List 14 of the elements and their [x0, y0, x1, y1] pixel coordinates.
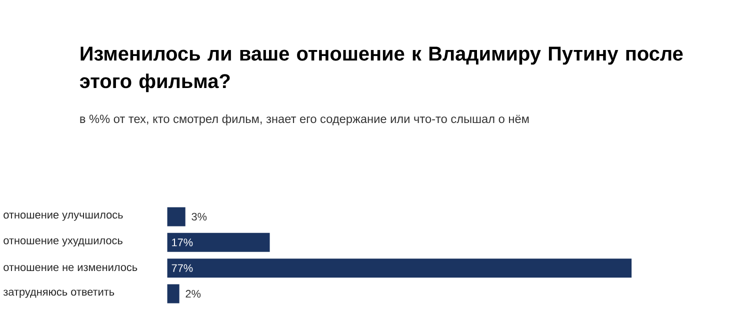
bar [167, 232, 270, 252]
data-label: 3% [192, 212, 207, 221]
chart-title: Изменилось ли ваше отношение к Владимиру Путину после этого фильма? [80, 46, 683, 92]
bar [167, 207, 186, 226]
bar [167, 258, 632, 278]
data-label: 77% [172, 264, 193, 272]
y-tick-label: затрудняюсь ответить [3, 290, 114, 298]
y-tick-label: отношение ухудшилось [4, 238, 122, 246]
bar [167, 284, 180, 304]
data-label: 2% [186, 290, 201, 298]
y-tick-label: отношение улучшилось [4, 212, 123, 221]
y-tick-label: отношение не изменилось [4, 265, 138, 272]
chart-subtitle: в %% от тех, кто смотрел фильм, знает его содержание или что-то слышал о нём [80, 114, 529, 126]
data-label: 17% [172, 238, 193, 246]
